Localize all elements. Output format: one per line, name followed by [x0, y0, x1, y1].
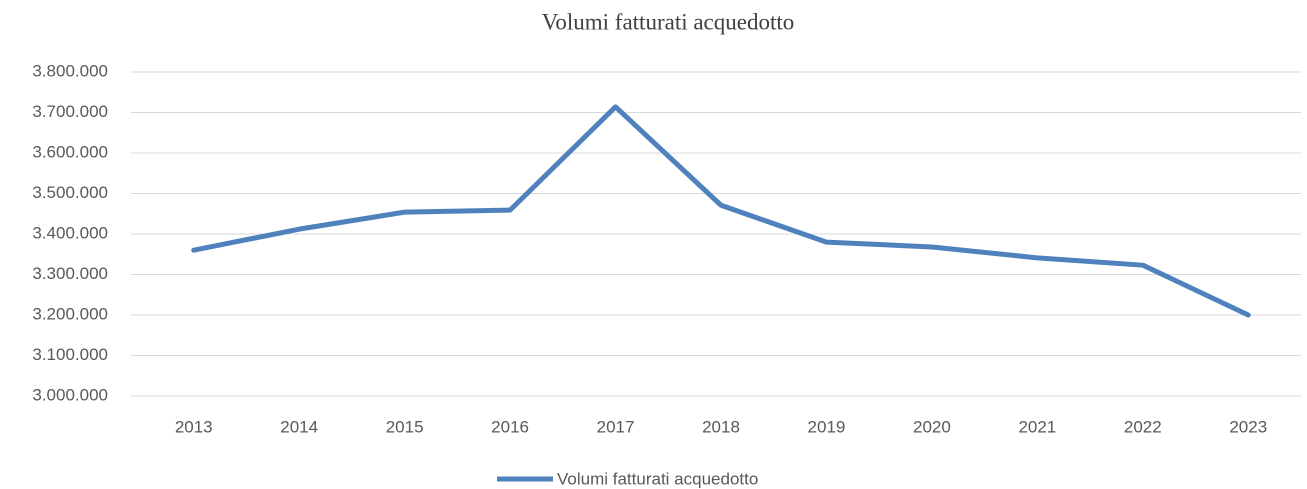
y-tick-label: 3.200.000 [32, 304, 108, 323]
legend-label: Volumi fatturati acquedotto [557, 469, 758, 488]
series-line [191, 104, 1251, 318]
chart-title: Volumi fatturati acquedotto [542, 9, 795, 34]
x-tick-label: 2018 [702, 417, 740, 436]
x-tick-label: 2017 [597, 417, 635, 436]
y-tick-label: 3.400.000 [32, 223, 108, 242]
y-tick-label: 3.700.000 [32, 102, 108, 121]
x-tick-label: 2023 [1229, 417, 1267, 436]
y-tick-label: 3.600.000 [32, 142, 108, 161]
y-tick-label: 3.500.000 [32, 183, 108, 202]
x-tick-label: 2013 [175, 417, 213, 436]
y-tick-label: 3.100.000 [32, 345, 108, 364]
x-tick-label: 2022 [1124, 417, 1162, 436]
y-tick-label: 3.000.000 [32, 385, 108, 404]
x-tick-label: 2021 [1018, 417, 1056, 436]
x-tick-label: 2016 [491, 417, 529, 436]
x-tick-label: 2019 [808, 417, 846, 436]
y-tick-label: 3.800.000 [32, 61, 108, 80]
x-tick-label: 2015 [386, 417, 424, 436]
y-tick-label: 3.300.000 [32, 264, 108, 283]
x-tick-label: 2014 [280, 417, 318, 436]
x-tick-label: 2020 [913, 417, 951, 436]
